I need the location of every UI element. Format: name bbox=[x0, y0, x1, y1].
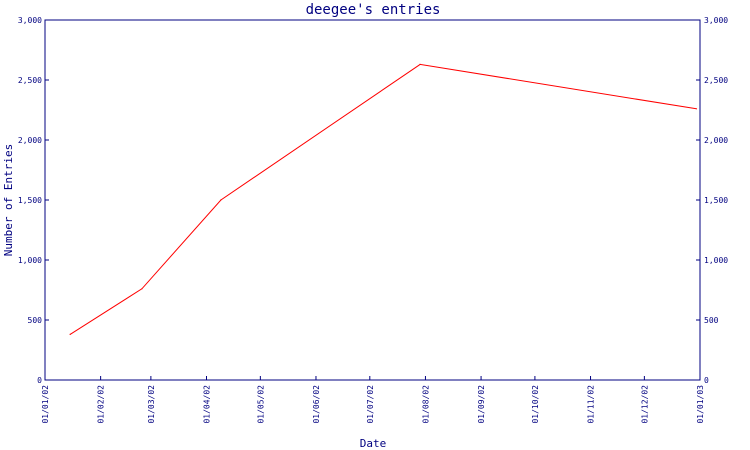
y-tick-label: 0 bbox=[37, 376, 42, 385]
x-tick-label: 01/01/03 bbox=[696, 385, 705, 424]
y-tick-label: 2,000 bbox=[18, 136, 42, 145]
series-line bbox=[69, 63, 697, 335]
data-point bbox=[141, 288, 143, 290]
right-y-axis: 0 500 1,000 1,500 2,000 2,500 3,000 bbox=[696, 16, 728, 385]
x-tick-label: 01/07/02 bbox=[366, 385, 375, 424]
y-tick-label: 2,500 bbox=[18, 76, 42, 85]
plot-area bbox=[44, 19, 701, 381]
right-y-tick-label: 2,000 bbox=[704, 136, 728, 145]
y-tick-label: 500 bbox=[28, 316, 43, 325]
x-tick-label: 01/03/02 bbox=[147, 385, 156, 424]
x-tick-label: 01/05/02 bbox=[256, 385, 265, 424]
x-tick-label: 01/11/02 bbox=[587, 385, 596, 424]
x-tick-label: 01/04/02 bbox=[203, 385, 212, 424]
x-tick-label: 01/09/02 bbox=[477, 385, 486, 424]
x-tick-label: 01/06/02 bbox=[312, 385, 321, 424]
data-point bbox=[419, 63, 421, 65]
series-layer bbox=[69, 63, 698, 335]
right-y-tick-label: 1,000 bbox=[704, 256, 728, 265]
x-tick-label: 01/01/02 bbox=[41, 385, 50, 424]
data-point bbox=[69, 333, 71, 335]
right-y-tick-label: 1,500 bbox=[704, 196, 728, 205]
left-y-axis: 0 500 1,000 1,500 2,000 2,500 3,000 bbox=[18, 16, 49, 385]
y-axis-title: Number of Entries bbox=[2, 144, 15, 257]
y-tick-label: 3,000 bbox=[18, 16, 42, 25]
right-y-tick-label: 0 bbox=[704, 376, 709, 385]
x-axis-title: Date bbox=[360, 437, 387, 450]
y-tick-label: 1,000 bbox=[18, 256, 42, 265]
right-y-tick-label: 500 bbox=[704, 316, 719, 325]
right-y-tick-label: 3,000 bbox=[704, 16, 728, 25]
data-point bbox=[220, 199, 222, 201]
x-axis: 01/01/02 01/02/02 01/03/02 01/04/02 01/05/02… bbox=[41, 376, 705, 424]
data-point bbox=[695, 108, 698, 110]
x-tick-label: 01/12/02 bbox=[640, 385, 649, 424]
y-tick-label: 1,500 bbox=[18, 196, 42, 205]
right-y-tick-label: 2,500 bbox=[704, 76, 728, 85]
chart-title: deegee's entries bbox=[306, 2, 441, 18]
x-tick-label: 01/10/02 bbox=[531, 385, 540, 424]
x-tick-label: 01/08/02 bbox=[421, 385, 430, 424]
x-tick-label: 01/02/02 bbox=[97, 385, 106, 424]
